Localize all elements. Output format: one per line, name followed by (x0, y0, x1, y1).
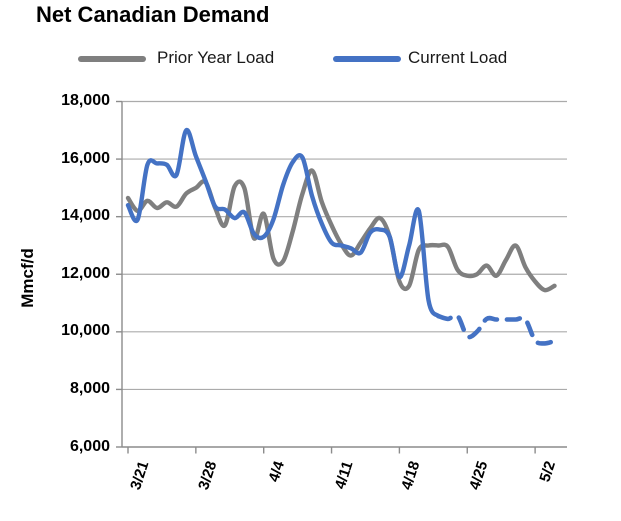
current-load-line-dashed (435, 312, 557, 346)
legend-label-current: Current Load (408, 48, 508, 67)
y-tick-label: 10,000 (61, 322, 110, 339)
y-tick-label: 16,000 (61, 150, 110, 167)
y-tick-label: 14,000 (61, 207, 110, 224)
current-load-line-solid (125, 127, 441, 319)
legend-swatch-current-line (333, 56, 401, 62)
chart-title: Net Canadian Demand (36, 2, 270, 27)
prior-year-load-line (125, 168, 557, 293)
y-tick-label: 8,000 (69, 380, 110, 397)
y-tick-label: 6,000 (69, 438, 110, 455)
y-tick-label: 12,000 (61, 265, 110, 282)
legend-swatch-prior-year-line (78, 56, 146, 62)
y-tick-label: 18,000 (61, 92, 110, 109)
legend-label-prior-year: Prior Year Load (157, 48, 275, 67)
